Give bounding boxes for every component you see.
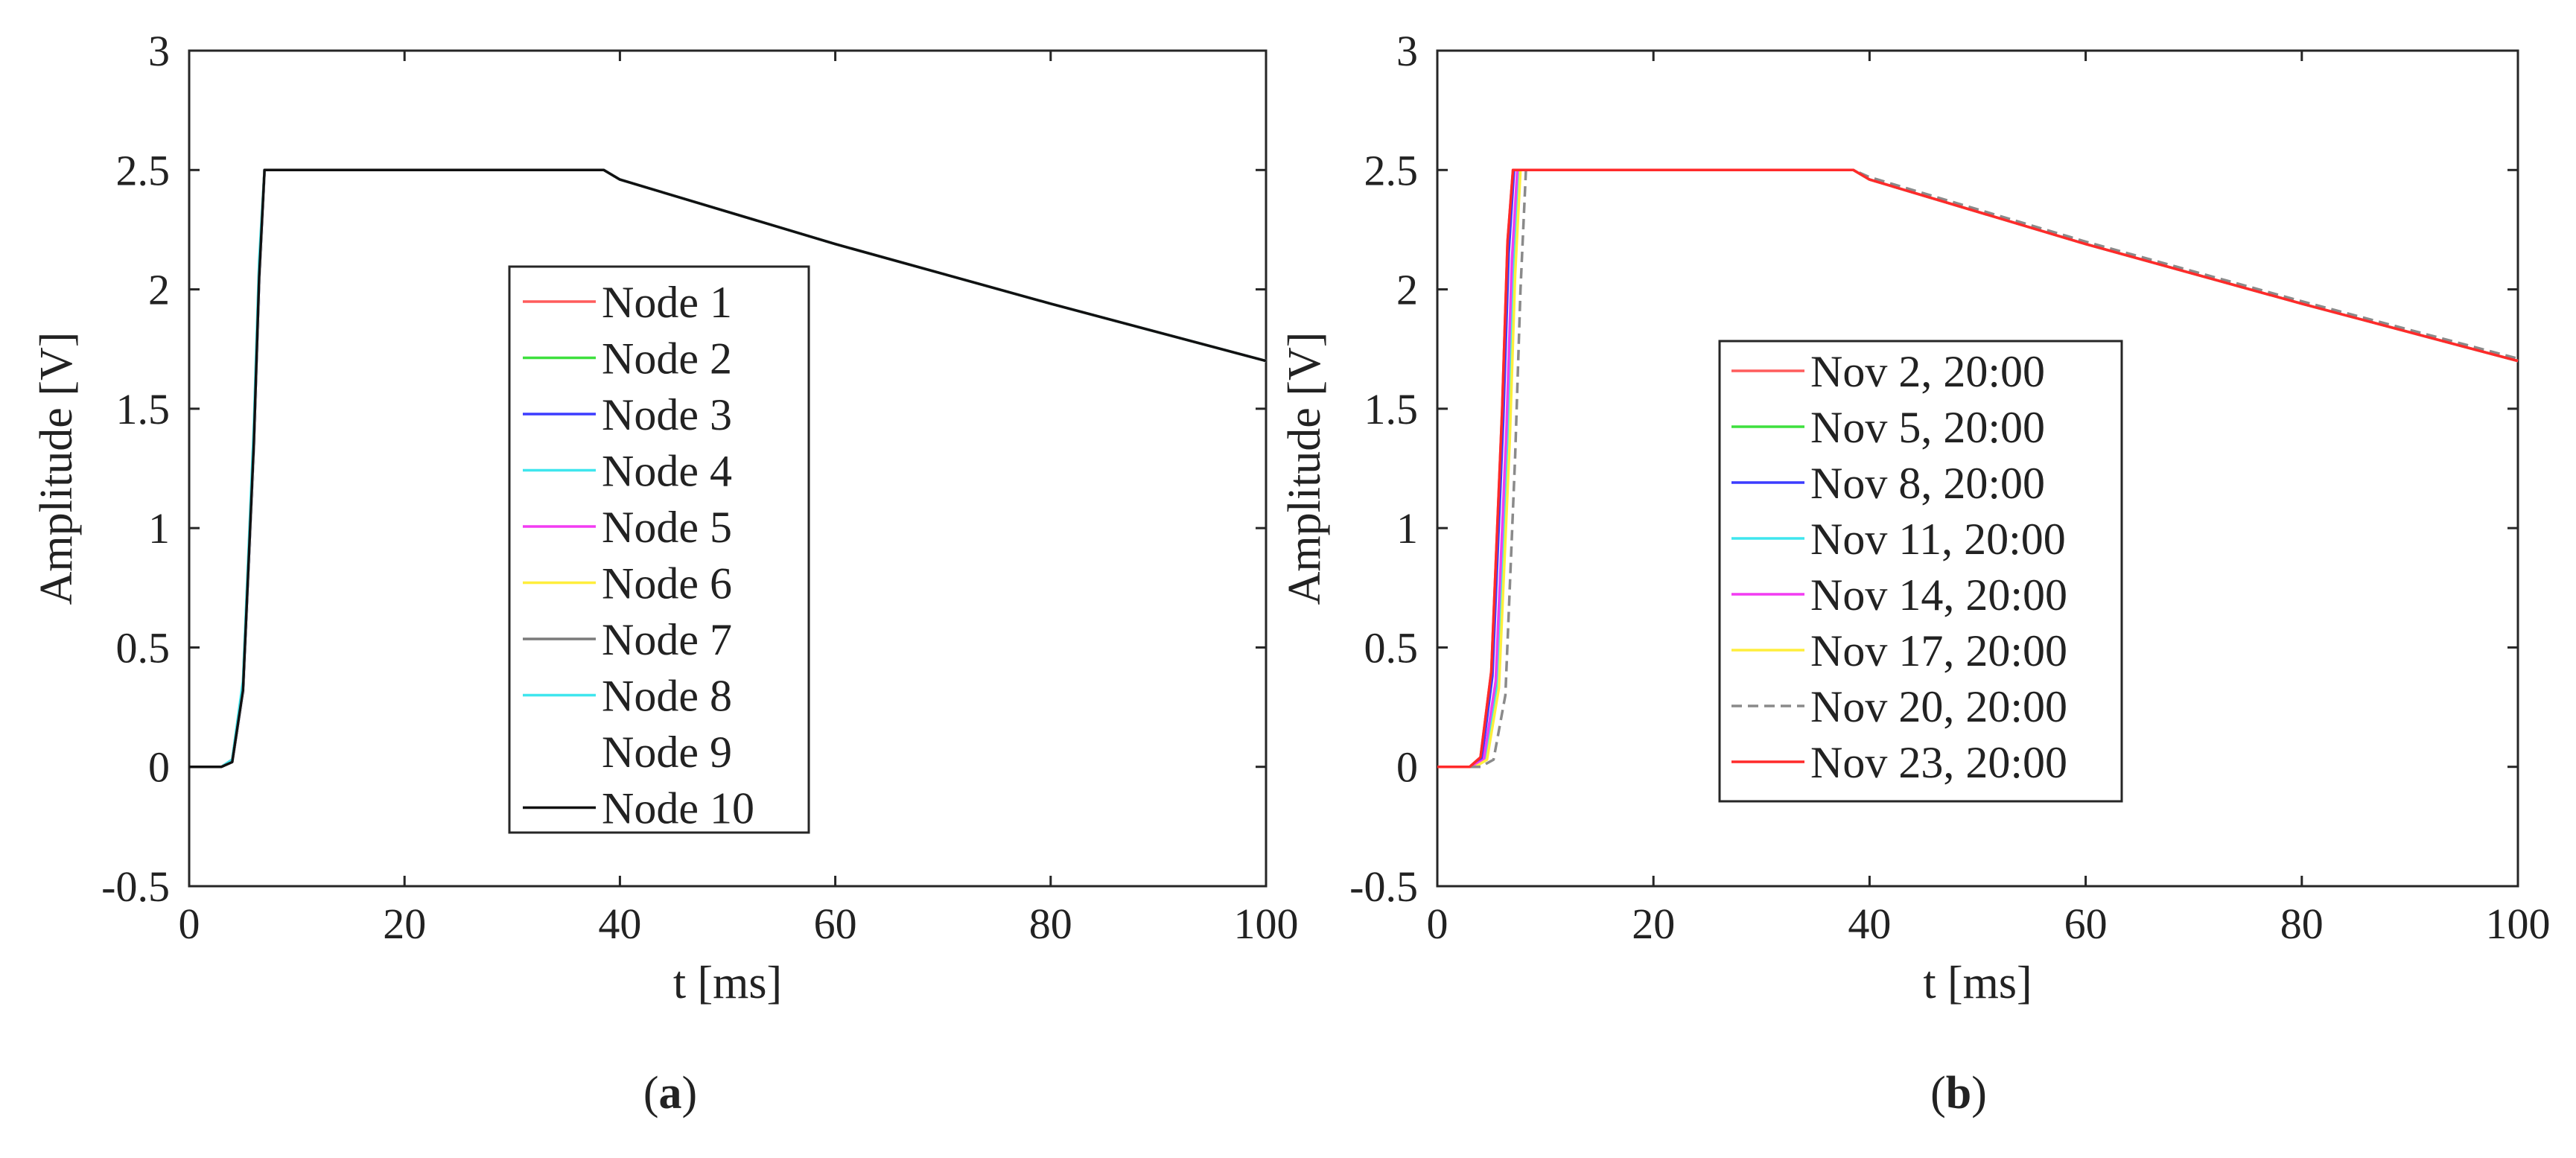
plot-frame <box>1436 49 2519 888</box>
legend-label: Node 3 <box>602 390 732 439</box>
series-line <box>1437 168 2519 769</box>
y-tick-label: -0.5 <box>1349 862 1418 911</box>
legend-label: Node 4 <box>602 447 732 496</box>
x-tick-label: 100 <box>2486 900 2551 948</box>
series-line <box>1437 168 2519 769</box>
y-tick-label: 2 <box>148 266 170 314</box>
x-tick-label: 60 <box>2064 900 2108 948</box>
y-tick-label: 3 <box>148 27 170 75</box>
legend-label: Nov 2, 20:00 <box>1810 347 2045 396</box>
x-tick-label: 0 <box>179 900 200 948</box>
plot-frame <box>188 49 1268 888</box>
legend-label: Nov 20, 20:00 <box>1810 682 2067 731</box>
y-tick-label: 1 <box>148 504 170 553</box>
legend-label: Nov 8, 20:00 <box>1810 459 2045 508</box>
y-tick-label: 2.5 <box>116 146 171 194</box>
legend-label: Nov 14, 20:00 <box>1810 570 2067 620</box>
y-tick-label: 1.5 <box>1364 385 1419 433</box>
x-tick-label: 20 <box>383 900 426 948</box>
y-tick-label: 0.5 <box>1364 623 1419 672</box>
y-tick-label: -0.5 <box>101 862 170 911</box>
legend-label: Nov 23, 20:00 <box>1810 738 2067 787</box>
legend-label: Node 6 <box>602 559 732 608</box>
legend-label: Nov 5, 20:00 <box>1810 403 2045 452</box>
series-line <box>189 168 1267 769</box>
legend-label: Node 2 <box>602 334 732 384</box>
x-tick-label: 80 <box>2280 900 2324 948</box>
x-tick-label: 100 <box>1234 900 1299 948</box>
panel-label: (b) <box>1930 1068 1987 1119</box>
legend-box <box>508 265 810 834</box>
legend-label: Node 9 <box>602 728 732 777</box>
y-tick-label: 2 <box>1396 266 1418 314</box>
y-tick-label: 1 <box>1396 504 1418 553</box>
x-tick-label: 80 <box>1029 900 1072 948</box>
y-tick-label: 0 <box>1396 743 1418 792</box>
y-tick-label: 2.5 <box>1364 146 1419 194</box>
x-tick-label: 0 <box>1427 900 1448 948</box>
legend-label: Node 10 <box>602 784 754 833</box>
legend-label: Node 7 <box>602 615 732 664</box>
legend-label: Node 1 <box>602 278 732 327</box>
x-axis-label: t [ms] <box>673 958 782 1008</box>
x-tick-label: 20 <box>1632 900 1675 948</box>
x-tick-label: 40 <box>598 900 641 948</box>
legend-label: Nov 17, 20:00 <box>1810 626 2067 675</box>
legend-label: Node 8 <box>602 672 732 721</box>
y-axis-label: Amplitude [V] <box>31 332 82 605</box>
y-tick-label: 3 <box>1396 27 1418 75</box>
y-axis-label: Amplitude [V] <box>1279 332 1330 605</box>
y-tick-label: 0 <box>148 743 170 792</box>
legend-box <box>1718 340 2123 803</box>
y-tick-label: 1.5 <box>116 385 171 433</box>
legend-label: Nov 11, 20:00 <box>1810 515 2066 564</box>
x-axis-label: t [ms] <box>1923 958 2032 1008</box>
panel-label: (a) <box>643 1068 697 1119</box>
x-tick-label: 40 <box>1848 900 1891 948</box>
legend-label: Node 5 <box>602 503 732 552</box>
y-tick-label: 0.5 <box>116 623 171 672</box>
x-tick-label: 60 <box>814 900 857 948</box>
